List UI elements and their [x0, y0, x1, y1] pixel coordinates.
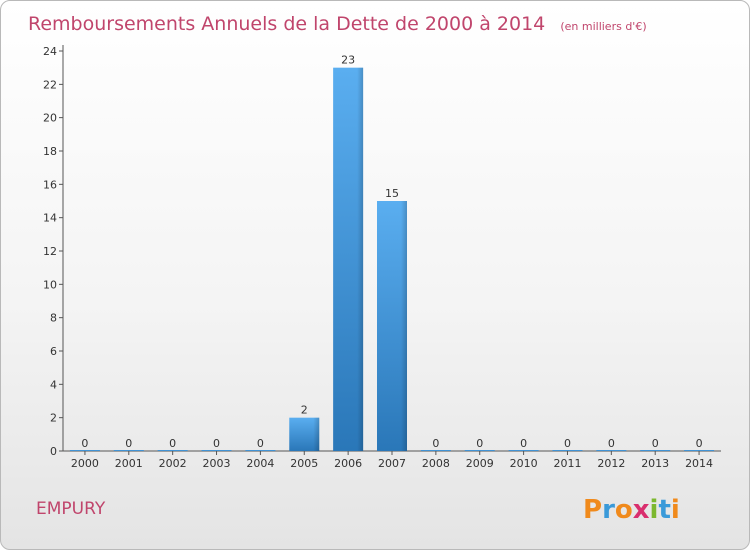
bar-2009 [464, 450, 495, 451]
data-label-2010: 0 [520, 437, 527, 450]
y-tick-label: 2 [50, 412, 57, 425]
chart-title: Remboursements Annuels de la Dette de 20… [28, 13, 647, 35]
data-label-2012: 0 [608, 437, 615, 450]
x-tick-label: 2007 [378, 457, 406, 470]
x-tick-label: 2011 [553, 457, 581, 470]
x-tick-label: 2012 [597, 457, 625, 470]
bar-2008 [420, 450, 451, 451]
y-tick-label: 12 [43, 245, 57, 258]
logo-letter: r [602, 495, 615, 525]
chart-title-text: Remboursements Annuels de la Dette de 20… [28, 13, 545, 35]
x-tick-label: 2004 [246, 457, 274, 470]
data-labels: 0 0 0 0 0 2 23 15 0 0 0 0 0 0 0 [81, 54, 702, 450]
x-tick-label: 2009 [466, 457, 494, 470]
x-tick-label: 2010 [510, 457, 538, 470]
x-tick-label: 2003 [203, 457, 231, 470]
y-tick-label: 0 [50, 445, 57, 458]
x-tick-label: 2006 [334, 457, 362, 470]
data-label-2009: 0 [476, 437, 483, 450]
y-tick-label: 18 [43, 145, 57, 158]
data-label-2008: 0 [432, 437, 439, 450]
x-tick-label: 2013 [641, 457, 669, 470]
y-tick-label: 10 [43, 278, 57, 291]
bar-shade-2006 [333, 67, 364, 452]
logo-letter: o [615, 495, 633, 525]
logo-letter: i [650, 495, 659, 525]
proxiti-logo-text: Proxiti [583, 495, 680, 525]
bar-2001 [113, 450, 144, 451]
y-tick-label: 8 [50, 312, 57, 325]
logo-letter: t [658, 495, 670, 525]
x-tick-label: 2005 [290, 457, 318, 470]
data-label-2005: 2 [301, 404, 308, 417]
y-tick-label: 22 [43, 78, 57, 91]
logo-letter: P [583, 495, 602, 525]
bar-2010 [508, 450, 539, 451]
data-label-2007: 15 [385, 187, 399, 200]
data-label-2014: 0 [696, 437, 703, 450]
logo-letter: x [633, 495, 650, 525]
proxiti-logo: Proxiti [583, 495, 680, 525]
x-tick-label: 2000 [71, 457, 99, 470]
bar-2000 [69, 450, 100, 451]
bar-shade-2005 [289, 417, 320, 451]
logo-letter: i [671, 495, 680, 525]
data-label-2013: 0 [652, 437, 659, 450]
data-label-2004: 0 [257, 437, 264, 450]
bar-2013 [640, 450, 671, 451]
data-label-2003: 0 [213, 437, 220, 450]
y-tick-label: 16 [43, 178, 57, 191]
data-label-2011: 0 [564, 437, 571, 450]
bar-2011 [552, 450, 583, 451]
bar-2014 [684, 450, 715, 451]
y-tick-label: 24 [43, 45, 57, 58]
bar-2003 [201, 450, 232, 451]
data-label-2001: 0 [125, 437, 132, 450]
bar-2002 [157, 450, 188, 451]
data-label-2000: 0 [81, 437, 88, 450]
data-label-2002: 0 [169, 437, 176, 450]
data-label-2006: 23 [341, 54, 355, 67]
y-tick-label: 6 [50, 345, 57, 358]
commune-name: EMPURY [36, 499, 106, 519]
bar-2004 [245, 450, 276, 451]
x-tick-label: 2002 [159, 457, 187, 470]
bars [69, 67, 715, 452]
y-tick-label: 14 [43, 212, 57, 225]
chart-subtitle: (en milliers d'€) [560, 20, 646, 33]
x-tick-label: 2014 [685, 457, 713, 470]
bar-2012 [596, 450, 627, 451]
x-axis: 2000 2001 2002 2003 2004 2005 2006 2007 2008 2009… [63, 450, 721, 470]
y-tick-label: 4 [50, 378, 57, 391]
bar-shade-2007 [377, 201, 407, 451]
y-tick-label: 20 [43, 112, 57, 125]
x-tick-label: 2001 [115, 457, 143, 470]
x-tick-label: 2008 [422, 457, 450, 470]
